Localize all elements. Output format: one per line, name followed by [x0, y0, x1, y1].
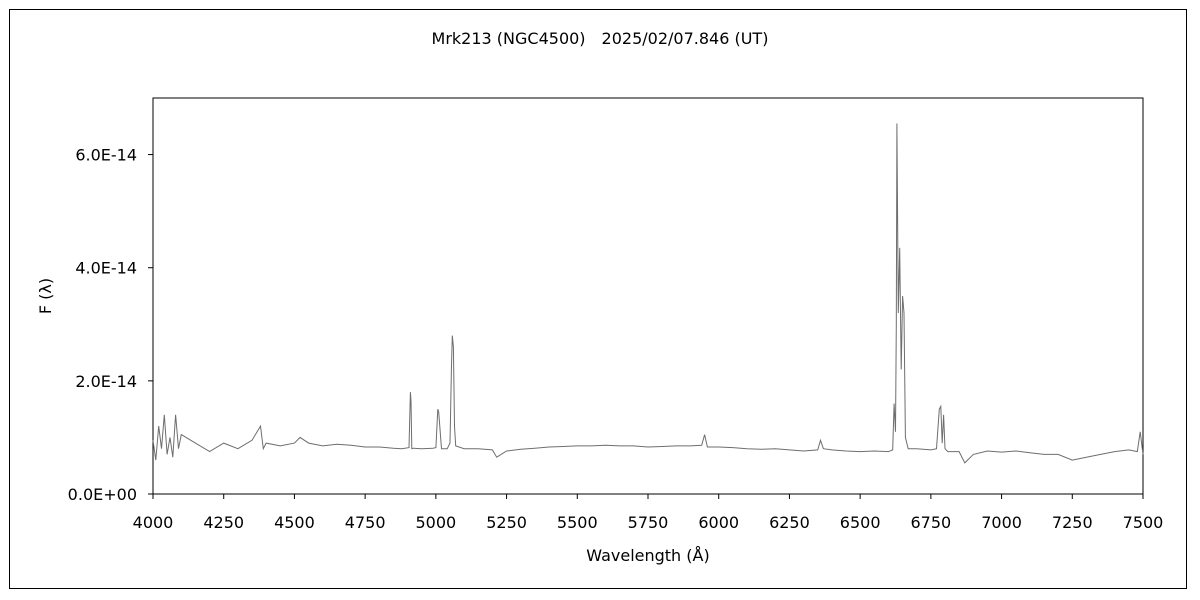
x-tick-label: 4750	[345, 513, 386, 532]
x-axis: 4000 4250 4500 4750 5000 5250 5500 5750 6000 6250…	[133, 494, 1164, 532]
x-tick-label: 5750	[628, 513, 669, 532]
x-tick-label: 6500	[840, 513, 881, 532]
x-tick-label: 5250	[486, 513, 527, 532]
x-tick-label: 4000	[133, 513, 174, 532]
x-tick-label: 5500	[557, 513, 598, 532]
spectrum-series-line	[152, 123, 1144, 464]
x-axis-label: Wavelength (Å)	[586, 546, 709, 565]
chart-frame	[9, 9, 1187, 589]
x-tick-label: 4500	[274, 513, 315, 532]
x-tick-label: 6250	[769, 513, 810, 532]
x-tick-label: 5000	[415, 513, 456, 532]
y-axis: 0.0E+00 2.0E-14 4.0E-14 6.0E-14	[68, 146, 153, 504]
chart-title: Mrk213 (NGC4500) 2025/02/07.846 (UT)	[432, 29, 769, 48]
y-axis-label: F (λ)	[36, 278, 55, 314]
x-tick-label: 7000	[981, 513, 1022, 532]
x-tick-label: 4250	[203, 513, 244, 532]
y-tick-label: 6.0E-14	[75, 146, 137, 165]
x-tick-label: 6750	[910, 513, 951, 532]
x-tick-label: 7250	[1052, 513, 1093, 532]
y-tick-label: 2.0E-14	[75, 372, 137, 391]
y-tick-label: 0.0E+00	[68, 485, 137, 504]
x-tick-label: 6000	[698, 513, 739, 532]
x-tick-label: 7500	[1123, 513, 1164, 532]
y-tick-label: 4.0E-14	[75, 259, 137, 278]
plot-area-border	[152, 97, 1144, 495]
